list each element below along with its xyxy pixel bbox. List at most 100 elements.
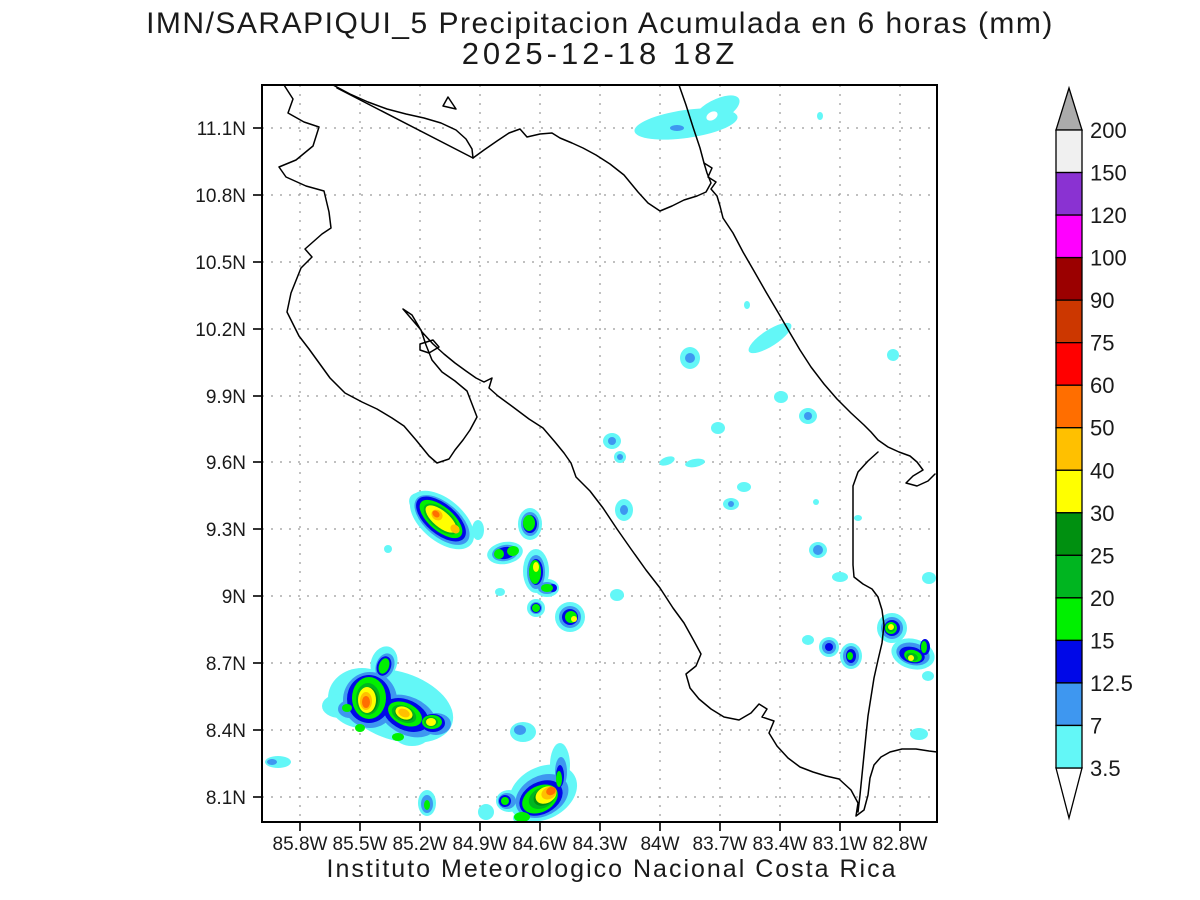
precip-cell-cyan [832, 572, 848, 582]
lon-tick-label: 84.6W [513, 834, 568, 855]
precip-cell-cyan [685, 458, 705, 468]
lat-tick-label: 8.1N [206, 788, 246, 809]
precip-cell-green3 [541, 584, 553, 592]
lat-tick-label: 11.1N [197, 119, 246, 140]
lat-tick-label: 9N [222, 587, 246, 608]
colorbar: 200 150 120 100 90 75 60 50 40 30 25 20 15 12.5 7 3.5 [1055, 85, 1133, 821]
precip-cell-yellow [571, 616, 577, 622]
colorbar-segment [1055, 171, 1083, 216]
precip-cell-cyan [813, 499, 819, 505]
colorbar-label: 12.5 [1090, 671, 1133, 696]
colorbar-segment [1055, 299, 1083, 344]
lat-tick-label: 10.5N [195, 253, 246, 274]
coastline-path [332, 84, 474, 159]
lon-tick-label: 82.8W [873, 834, 928, 855]
colorbar-arrow-bottom [1055, 767, 1083, 821]
precip-cell-yellow [888, 624, 894, 630]
colorbar-segment [1055, 724, 1083, 769]
precip-cell-lightblue [804, 412, 812, 420]
precip-cell-green3 [355, 724, 365, 732]
colorbar-label: 150 [1090, 161, 1127, 186]
precip-cell-yellow [533, 562, 539, 572]
precipitation-shading [265, 95, 936, 822]
lat-tick-label: 10.2N [195, 320, 246, 341]
lon-tick-label: 84.9W [453, 834, 508, 855]
precip-cell-cyan [854, 515, 862, 521]
colorbar-segment [1055, 384, 1083, 429]
colorbar-label: 15 [1090, 628, 1114, 653]
precip-cell-lightblue [514, 725, 526, 735]
precip-cell-lightblue [813, 545, 823, 555]
precip-cell-darkblue [825, 643, 833, 651]
colorbar-segment [1055, 512, 1083, 556]
colorbar-label: 50 [1090, 416, 1114, 441]
precip-cell-orange [432, 510, 440, 518]
lon-tick-label: 84.3W [573, 834, 628, 855]
precip-cell-yellow [426, 718, 436, 726]
precip-cell-cyan [748, 322, 792, 354]
axis-ticks-labels: 85.8W 85.5W 85.2W 84.9W 84.6W 84.3W 84W 83.7W 83… [195, 119, 927, 855]
colorbar-segment [1055, 427, 1083, 471]
colorbar-label: 40 [1090, 458, 1114, 483]
coastline-borders [278, 84, 938, 817]
plot-subtitle-date: 2025-12-18 18Z [462, 36, 739, 71]
colorbar-segment [1055, 682, 1083, 727]
precip-cell-cyan [887, 349, 899, 361]
precip-cell-green3 [514, 812, 530, 822]
colorbar-label: 25 [1090, 543, 1114, 568]
precip-cell-green3 [424, 800, 430, 810]
colorbar-label: 7 [1090, 713, 1102, 738]
coastline-path [278, 84, 938, 817]
colorbar-segment [1055, 554, 1083, 599]
precip-cell-cyan [692, 95, 740, 127]
precip-cell-cyan [384, 545, 392, 553]
precip-cell-green3 [392, 733, 404, 741]
lon-tick-label: 83.1W [813, 834, 868, 855]
coastline-path [852, 451, 885, 813]
lat-tick-label: 8.7N [206, 654, 246, 675]
lon-tick-label: 85.5W [333, 834, 388, 855]
precip-cell-cyan [817, 112, 823, 120]
precip-cell-gold [450, 524, 460, 534]
colorbar-label: 200 [1090, 118, 1127, 143]
lon-tick-label: 83.4W [753, 834, 808, 855]
precip-cell-orange [546, 786, 556, 796]
precip-cell-green3 [378, 658, 390, 674]
precip-cell-gold [398, 708, 410, 718]
colorbar-segment [1055, 342, 1083, 386]
precip-cell-green3 [532, 604, 540, 612]
colorbar-label: 120 [1090, 203, 1127, 228]
lat-tick-label: 9.3N [206, 520, 246, 541]
precip-cell-cyan [711, 422, 725, 434]
precip-cell-lightblue [685, 353, 695, 363]
precip-cell-cyan [910, 728, 928, 740]
precip-cell-cyan [737, 482, 751, 492]
precip-cell-cyan [659, 456, 675, 466]
precip-cell-green3 [847, 652, 853, 660]
colorbar-label: 100 [1090, 246, 1127, 271]
coastline-path [336, 87, 474, 159]
colorbar-label: 20 [1090, 586, 1114, 611]
colorbar-label: 75 [1090, 331, 1114, 356]
coastline-path [442, 96, 457, 110]
precip-cell-green3 [342, 704, 352, 712]
colorbar-label: 3.5 [1090, 756, 1121, 781]
precip-cell-lightblue [620, 505, 628, 515]
precip-cell-cyan [774, 391, 788, 403]
footer-institution: Instituto Meteorologico Nacional Costa R… [327, 855, 898, 883]
precip-cell-yellow [908, 655, 914, 661]
precip-cell-cyan [922, 572, 936, 584]
colorbar-label: 90 [1090, 288, 1114, 313]
precip-cell-cyan [472, 520, 484, 540]
lat-tick-label: 10.8N [195, 186, 246, 207]
colorbar-segment [1055, 129, 1083, 174]
colorbar-label: 30 [1090, 501, 1114, 526]
coastline-path [472, 128, 712, 212]
lat-tick-label: 8.4N [206, 721, 246, 742]
colorbar-label: 60 [1090, 373, 1114, 398]
precip-cell-lightblue [728, 501, 734, 507]
colorbar-segment [1055, 214, 1083, 259]
precip-cell-white [706, 111, 718, 121]
